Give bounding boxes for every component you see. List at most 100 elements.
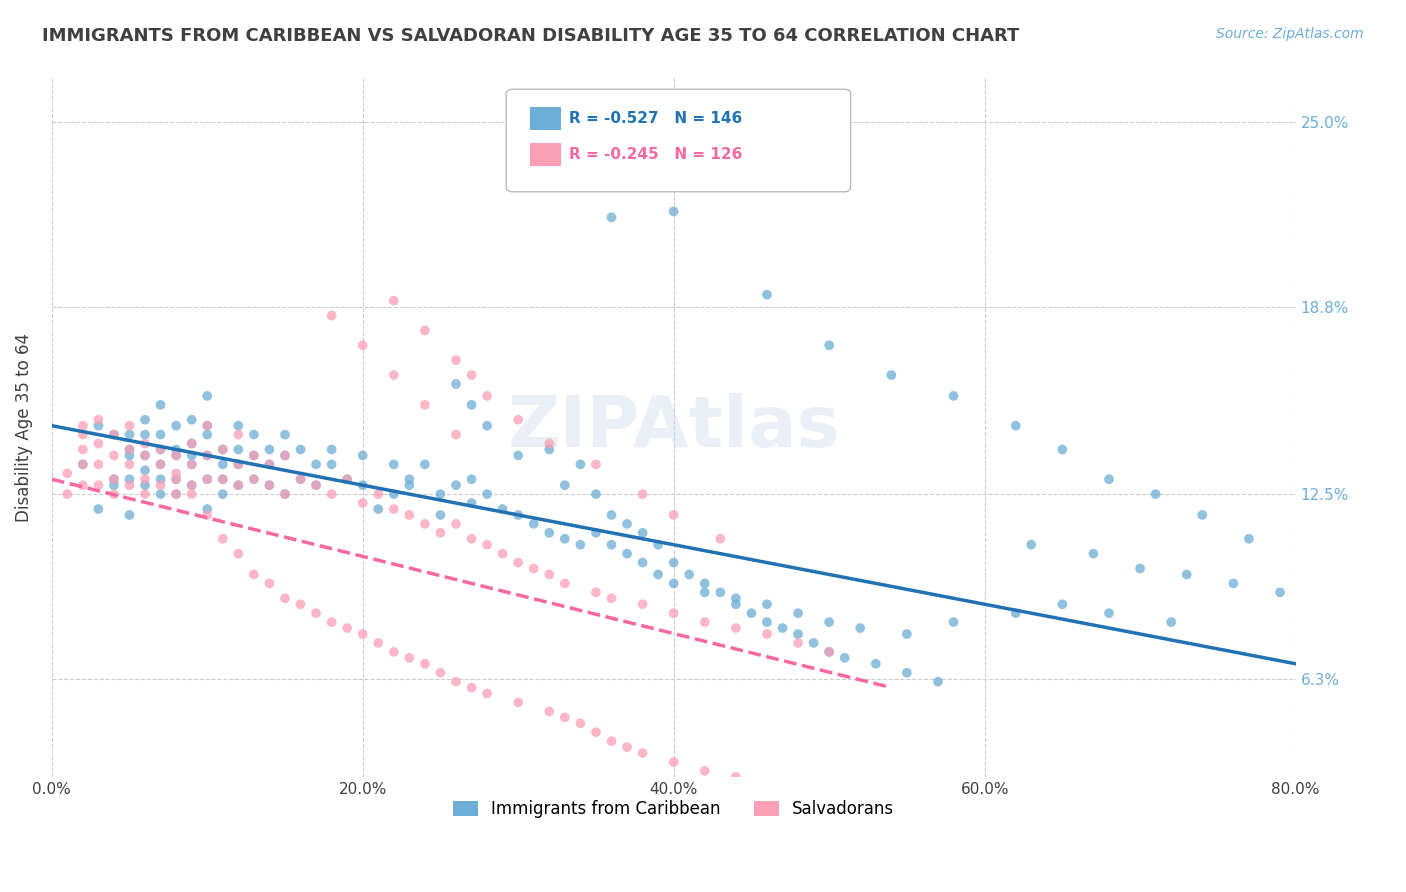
Point (1052, 442, 1074, 457)
Point (398, 478, 420, 492)
Point (149, 458, 172, 472)
Point (616, 516, 638, 531)
Point (818, 615, 841, 629)
Point (460, 532, 482, 546)
Point (367, 502, 389, 516)
Point (352, 338, 374, 352)
Point (211, 532, 233, 546)
Point (87, 413, 110, 427)
Point (352, 627, 374, 641)
Point (942, 615, 965, 629)
Point (382, 293, 405, 308)
Point (631, 597, 654, 611)
Point (631, 525, 654, 540)
Point (195, 427, 218, 442)
Point (290, 472, 312, 486)
Point (787, 606, 810, 620)
Point (600, 734, 623, 748)
Point (772, 621, 794, 635)
Point (413, 323, 436, 337)
Point (228, 427, 250, 442)
Point (460, 472, 482, 486)
Point (290, 442, 312, 457)
Point (195, 502, 218, 516)
Point (195, 449, 218, 463)
Point (259, 576, 281, 591)
Point (165, 449, 187, 463)
Point (647, 538, 669, 552)
Point (508, 556, 530, 570)
Point (180, 487, 202, 501)
Point (849, 799, 872, 814)
Point (1191, 508, 1213, 522)
Point (787, 627, 810, 641)
Point (305, 458, 328, 472)
Point (228, 547, 250, 561)
Point (1083, 547, 1105, 561)
Point (849, 621, 872, 635)
Point (134, 478, 156, 492)
Point (180, 413, 202, 427)
Point (475, 389, 498, 403)
Point (228, 478, 250, 492)
Point (491, 547, 513, 561)
Point (211, 472, 233, 486)
Point (460, 681, 482, 695)
Point (724, 770, 747, 784)
Point (538, 567, 561, 582)
Point (600, 211, 623, 225)
Point (165, 442, 187, 457)
Point (228, 418, 250, 433)
Point (554, 532, 576, 546)
Point (103, 472, 125, 486)
Point (429, 487, 451, 501)
Point (118, 508, 141, 522)
Point (475, 487, 498, 501)
Point (290, 597, 312, 611)
Point (321, 615, 343, 629)
Point (165, 467, 187, 481)
Point (87, 478, 110, 492)
Point (134, 427, 156, 442)
Point (336, 472, 359, 486)
Point (118, 427, 141, 442)
Point (508, 508, 530, 522)
Point (149, 442, 172, 457)
Point (755, 597, 778, 611)
Point (367, 487, 389, 501)
Point (259, 458, 281, 472)
Point (429, 525, 451, 540)
Point (352, 496, 374, 510)
Point (724, 621, 747, 635)
Point (444, 376, 467, 391)
Point (165, 472, 187, 486)
Point (243, 449, 266, 463)
Point (444, 516, 467, 531)
Point (600, 591, 623, 606)
Point (460, 496, 482, 510)
Point (818, 645, 841, 659)
Point (56, 487, 79, 501)
Point (616, 740, 638, 755)
Point (382, 502, 405, 516)
Point (896, 665, 918, 680)
Point (259, 478, 281, 492)
Point (755, 615, 778, 629)
Point (352, 478, 374, 492)
Point (228, 458, 250, 472)
Point (693, 615, 716, 629)
Point (382, 368, 405, 382)
Point (165, 487, 187, 501)
Point (1129, 561, 1152, 575)
Point (585, 525, 607, 540)
Point (180, 458, 202, 472)
Point (134, 436, 156, 450)
Point (803, 636, 825, 650)
Point (180, 458, 202, 472)
Point (865, 657, 887, 671)
Point (134, 449, 156, 463)
Point (72, 458, 94, 472)
Point (259, 458, 281, 472)
Point (118, 472, 141, 486)
Point (709, 532, 731, 546)
